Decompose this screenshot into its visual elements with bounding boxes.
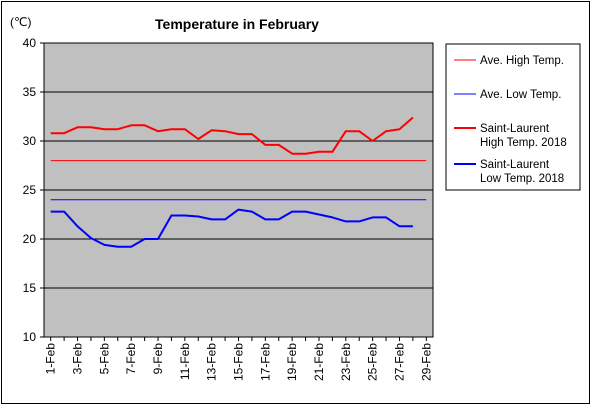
y-tick-label-30: 30 [23, 134, 37, 148]
y-tick-label-20: 20 [23, 232, 37, 246]
legend-label-2: Ave. Low Temp. [480, 89, 561, 101]
unit-label: (℃) [10, 15, 31, 29]
x-tick-label-5-Feb: 5-Feb [97, 343, 111, 375]
y-axis: 10 15 20 25 30 35 40 [23, 36, 44, 344]
legend-box [445, 43, 581, 191]
chart-title: Temperature in February [155, 16, 319, 32]
y-tick-label-15: 15 [23, 281, 37, 295]
legend-label-3-line-1: Saint-Laurent [480, 123, 550, 135]
x-tick-label-7-Feb: 7-Feb [124, 343, 138, 375]
legend: Ave. High Temp. Ave. Low Temp. Saint-Laure… [454, 55, 567, 185]
legend-label-4-line-2: Low Temp. 2018 [480, 173, 564, 185]
series-line-3 [50, 116, 414, 155]
x-tick-label-25-Feb: 25-Feb [366, 343, 380, 381]
x-tick-label-13-Feb: 13-Feb [205, 343, 219, 381]
x-tick-label-23-Feb: 23-Feb [339, 343, 353, 381]
legend-label-1: Ave. High Temp. [480, 55, 564, 67]
y-tick-label-25: 25 [23, 183, 37, 197]
x-tick-label-19-Feb: 19-Feb [285, 343, 299, 381]
x-tick-label-29-Feb: 29-Feb [419, 343, 433, 381]
x-tick-label-9-Feb: 9-Feb [151, 343, 165, 375]
x-tick-label-15-Feb: 15-Feb [232, 343, 246, 381]
x-tick-label-3-Feb: 3-Feb [71, 343, 85, 375]
series-line-4 [50, 208, 413, 248]
x-tick-label-1-Feb: 1-Feb [44, 343, 58, 375]
x-tick-label-21-Feb: 21-Feb [312, 343, 326, 381]
series-layer [50, 116, 427, 248]
x-tick-label-11-Feb: 11-Feb [178, 343, 192, 380]
x-tick-label-27-Feb: 27-Feb [392, 343, 406, 381]
gridlines [44, 91, 433, 289]
x-axis: 1-Feb 3-Feb 5-Feb 7-Feb 9-Feb 11-Feb 13-Feb 15-… [44, 337, 433, 381]
y-tick-label-10: 10 [23, 330, 37, 344]
legend-label-4-line-1: Saint-Laurent [480, 159, 550, 171]
y-tick-label-40: 40 [23, 36, 37, 50]
legend-label-3-line-2: High Temp. 2018 [480, 137, 567, 149]
y-tick-label-35: 35 [23, 85, 37, 99]
x-tick-label-17-Feb: 17-Feb [258, 343, 272, 381]
